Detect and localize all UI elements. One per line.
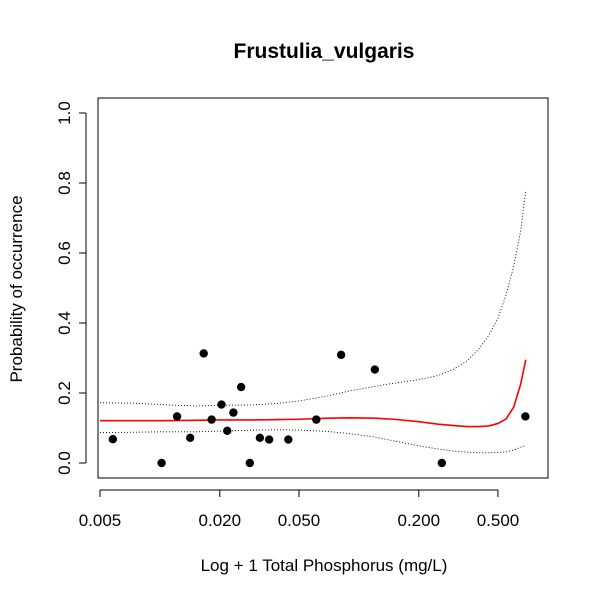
data-point bbox=[370, 365, 380, 374]
y-axis: 0.0 0.2 0.4 0.6 0.8 1.0 bbox=[55, 101, 87, 475]
x-tick-label: 0.050 bbox=[278, 511, 321, 530]
data-point bbox=[264, 435, 274, 444]
x-tick-label: 0.500 bbox=[477, 511, 520, 530]
data-point bbox=[157, 458, 166, 468]
fit-line bbox=[100, 359, 527, 428]
data-point bbox=[186, 433, 195, 442]
data-point bbox=[312, 415, 321, 424]
x-tick-label: 0.020 bbox=[199, 511, 242, 530]
x-tick-label: 0.200 bbox=[398, 511, 441, 530]
lower-bound-line bbox=[99, 429, 526, 454]
data-point bbox=[223, 426, 232, 435]
data-point bbox=[236, 382, 246, 392]
upper-bound-line bbox=[99, 189, 527, 407]
y-tick-label: 0.4 bbox=[55, 311, 74, 335]
series-layer bbox=[99, 189, 527, 454]
plot-frame bbox=[97, 97, 549, 479]
data-point bbox=[437, 458, 447, 468]
y-tick-label: 0.0 bbox=[55, 451, 74, 475]
y-axis-label: Probability of occurrence bbox=[7, 195, 26, 382]
data-point bbox=[255, 433, 265, 442]
data-point bbox=[199, 349, 208, 358]
data-point bbox=[108, 435, 118, 444]
data-point bbox=[217, 400, 226, 409]
data-point bbox=[229, 408, 238, 417]
data-point bbox=[284, 435, 293, 444]
data-point bbox=[207, 415, 216, 424]
x-axis: 0.005 0.020 0.050 0.200 0.500 bbox=[79, 489, 520, 530]
points-layer bbox=[108, 349, 530, 468]
y-tick-label: 0.8 bbox=[55, 171, 74, 195]
y-tick-label: 0.6 bbox=[55, 241, 74, 265]
x-axis-label: Log + 1 Total Phosphorus (mg/L) bbox=[201, 556, 448, 575]
y-tick-label: 0.2 bbox=[55, 381, 74, 405]
y-tick-label: 1.0 bbox=[55, 101, 74, 125]
data-point bbox=[521, 412, 530, 421]
chart-title: Frustulia_vulgaris bbox=[234, 40, 415, 63]
data-point bbox=[336, 350, 346, 360]
data-point bbox=[172, 412, 182, 421]
x-tick-label: 0.005 bbox=[79, 511, 122, 530]
data-point bbox=[245, 458, 254, 468]
